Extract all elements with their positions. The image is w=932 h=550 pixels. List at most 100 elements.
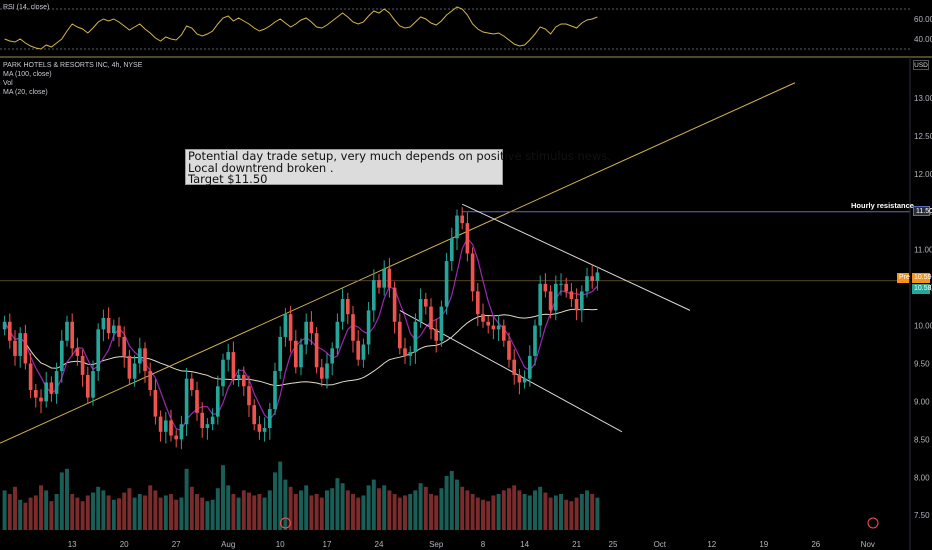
candle-body [70, 321, 75, 349]
volume-bar [325, 490, 329, 530]
candle-body [434, 329, 439, 341]
candle-body [96, 329, 101, 372]
candle-body [403, 348, 407, 356]
volume-bar [75, 497, 80, 530]
candle-body [304, 321, 309, 345]
volume-bar [153, 490, 158, 530]
candle-body [460, 215, 465, 224]
candle-body [595, 272, 600, 281]
volume-bar [23, 502, 28, 530]
volume-bar [262, 497, 267, 530]
candle-body [39, 397, 43, 402]
volume-bar [236, 497, 241, 530]
candle-body [491, 325, 496, 330]
volume-bar [579, 494, 584, 530]
candle-body [205, 424, 210, 428]
volume-bar [70, 494, 75, 530]
axes: 13.0012.5012.0011.5011.0010.5010.009.509… [68, 57, 932, 550]
time-axis-tick: 14 [520, 540, 529, 549]
candle-body [579, 291, 584, 311]
candle-body [533, 325, 537, 356]
candle-body [18, 333, 23, 356]
volume-bar [569, 501, 574, 530]
volume-bar [85, 495, 90, 530]
volume-bar [143, 495, 147, 530]
candle-body [486, 321, 491, 326]
volume-bar [486, 501, 491, 530]
candle-body [111, 325, 116, 334]
volume-bar [215, 488, 220, 530]
candle-body [366, 310, 371, 345]
candle-body [85, 374, 90, 398]
volume-bar [590, 494, 595, 530]
volume-bar [13, 486, 17, 530]
candles [2, 207, 879, 529]
volume-bar [585, 490, 589, 530]
candle-body [91, 371, 95, 398]
second-price-tag: 10.58 [912, 284, 932, 294]
volume-bar [127, 488, 132, 530]
ascending-trendline [0, 82, 796, 444]
annotation-line-3: Target $11.50 [188, 172, 268, 186]
candle-body [340, 299, 345, 322]
candle-body [106, 317, 111, 334]
candle-body [429, 306, 433, 330]
time-axis-tick: 21 [572, 540, 581, 549]
candle-body [418, 299, 423, 322]
resistance-price-tag: 11.50 [913, 206, 932, 216]
annotation-line-1: Potential day trade setup, very much dep… [188, 149, 611, 163]
candle-body [455, 215, 459, 239]
volume-bar [460, 486, 465, 530]
time-axis-tick: 25 [609, 540, 618, 549]
earnings-marker-nov [867, 517, 879, 529]
downtrend-line-upper [461, 203, 691, 311]
candle-body [169, 420, 173, 436]
candle-body [101, 317, 106, 330]
candle-body [33, 390, 38, 398]
volume-bar [231, 494, 236, 530]
time-axis-tick: 24 [375, 540, 384, 549]
volume-bar [221, 465, 225, 530]
candle-body [75, 348, 80, 356]
volume-bar [189, 486, 194, 530]
volume-bar [507, 488, 511, 530]
volume-bar [293, 494, 298, 530]
volume-bar [423, 486, 428, 530]
candle-body [127, 355, 132, 379]
ma20-line [4, 237, 598, 432]
volume-bar [101, 490, 106, 530]
volume-bar [470, 494, 475, 530]
volume-bar [429, 494, 433, 530]
candle-body [361, 344, 366, 360]
volume-bar [44, 490, 49, 530]
volume-bar [273, 472, 277, 530]
candle-body [299, 344, 303, 368]
price-axis-tick: 8.50 [914, 435, 930, 444]
volume-bar [439, 488, 444, 530]
candle-body [221, 359, 225, 387]
price-axis-tick: 8.00 [914, 473, 930, 482]
volume-bar [54, 494, 59, 530]
pre-market-badge: Pre [897, 273, 910, 283]
annotation-line-2: Local downtrend broken . [188, 160, 334, 175]
volume-bar [564, 499, 569, 530]
volume-bar [200, 497, 205, 530]
time-axis-tick: 26 [811, 540, 820, 549]
candle-body [184, 378, 189, 425]
currency-label[interactable]: USD [913, 60, 929, 70]
volume-bar [49, 501, 54, 530]
price-axis-tick: 9.50 [914, 359, 930, 368]
drawings [0, 82, 910, 444]
volume-bar [267, 490, 272, 530]
candle-body [475, 291, 480, 315]
volume-bar [533, 490, 537, 530]
candle-body [153, 390, 158, 417]
candle-body [569, 291, 574, 299]
volume-bar [548, 497, 553, 530]
annotation-callout[interactable]: Potential day trade setup, very much dep… [185, 149, 611, 186]
volume-bar [210, 499, 215, 530]
volume-bar [122, 492, 127, 530]
volume-bar [91, 492, 95, 530]
time-axis-tick: 10 [276, 540, 285, 549]
